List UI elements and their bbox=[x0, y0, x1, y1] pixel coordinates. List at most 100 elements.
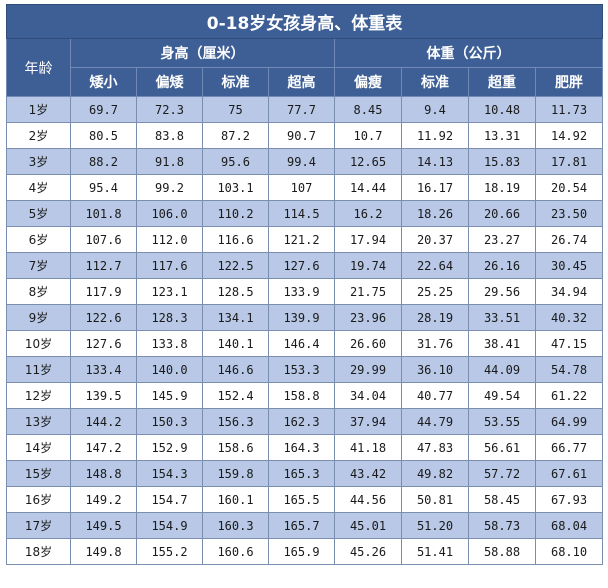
height-cell: 164.3 bbox=[268, 434, 335, 461]
height-cell: 165.3 bbox=[268, 460, 335, 487]
height-cell: 117.6 bbox=[136, 252, 203, 279]
age-cell: 14岁 bbox=[6, 434, 71, 461]
age-cell: 15岁 bbox=[6, 460, 71, 487]
age-cell: 10岁 bbox=[6, 330, 71, 357]
height-cell: 162.3 bbox=[268, 408, 335, 435]
height-cell: 149.2 bbox=[70, 486, 137, 513]
height-cell: 116.6 bbox=[202, 226, 269, 253]
weight-cell: 68.10 bbox=[534, 538, 604, 565]
height-cell: 72.3 bbox=[136, 96, 203, 123]
weight-cell: 18.19 bbox=[468, 174, 536, 201]
weight-cell: 9.4 bbox=[401, 96, 469, 123]
height-cell: 158.8 bbox=[268, 382, 335, 409]
height-cell: 114.5 bbox=[268, 200, 335, 227]
height-cell: 75 bbox=[202, 96, 269, 123]
weight-cell: 23.50 bbox=[534, 200, 604, 227]
weight-cell: 33.51 bbox=[468, 304, 536, 331]
table-row: 14岁 147.2 152.9 158.6 164.3 41.18 47.83 56.61 66… bbox=[6, 434, 604, 461]
weight-cell: 40.77 bbox=[401, 382, 469, 409]
height-weight-table: 0-18岁女孩身高、体重表 年龄 身高（厘米） 体重（公斤） 矮小 偏矮 标准 … bbox=[5, 4, 604, 565]
weight-cell: 23.27 bbox=[468, 226, 536, 253]
weight-cell: 19.74 bbox=[334, 252, 402, 279]
height-cell: 149.5 bbox=[70, 512, 137, 539]
height-cell: 112.7 bbox=[70, 252, 137, 279]
weight-cell: 58.88 bbox=[468, 538, 536, 565]
height-cell: 140.1 bbox=[202, 330, 269, 357]
age-cell: 3岁 bbox=[6, 148, 71, 175]
weight-cell: 49.82 bbox=[401, 460, 469, 487]
height-cell: 165.7 bbox=[268, 512, 335, 539]
height-cell: 154.7 bbox=[136, 486, 203, 513]
height-cell: 91.8 bbox=[136, 148, 203, 175]
weight-cell: 14.92 bbox=[534, 122, 604, 149]
weight-cell: 44.56 bbox=[334, 486, 402, 513]
weight-cell: 67.93 bbox=[534, 486, 604, 513]
height-cell: 134.1 bbox=[202, 304, 269, 331]
weight-cell: 25.25 bbox=[401, 278, 469, 305]
weight-cell: 38.41 bbox=[468, 330, 536, 357]
title-row: 0-18岁女孩身高、体重表 bbox=[5, 4, 604, 39]
height-cell: 147.2 bbox=[70, 434, 137, 461]
weight-cell: 10.7 bbox=[334, 122, 402, 149]
weight-col-header: 偏瘦 bbox=[334, 67, 402, 97]
height-cell: 154.9 bbox=[136, 512, 203, 539]
height-cell: 156.3 bbox=[202, 408, 269, 435]
column-header-row: 矮小 偏矮 标准 超高 偏瘦 标准 超重 肥胖 bbox=[7, 67, 604, 97]
height-cell: 127.6 bbox=[268, 252, 335, 279]
weight-cell: 23.96 bbox=[334, 304, 402, 331]
table-row: 16岁 149.2 154.7 160.1 165.5 44.56 50.81 58.45 67… bbox=[6, 486, 604, 513]
table-row: 6岁 107.6 112.0 116.6 121.2 17.94 20.37 23.27 26.… bbox=[6, 226, 604, 253]
height-col-header: 超高 bbox=[268, 67, 335, 97]
weight-cell: 14.44 bbox=[334, 174, 402, 201]
age-cell: 18岁 bbox=[6, 538, 71, 565]
weight-cell: 16.17 bbox=[401, 174, 469, 201]
weight-cell: 31.76 bbox=[401, 330, 469, 357]
weight-cell: 18.26 bbox=[401, 200, 469, 227]
height-cell: 152.4 bbox=[202, 382, 269, 409]
weight-cell: 45.01 bbox=[334, 512, 402, 539]
height-cell: 146.4 bbox=[268, 330, 335, 357]
height-cell: 121.2 bbox=[268, 226, 335, 253]
height-cell: 165.5 bbox=[268, 486, 335, 513]
weight-cell: 36.10 bbox=[401, 356, 469, 383]
height-cell: 103.1 bbox=[202, 174, 269, 201]
weight-cell: 34.04 bbox=[334, 382, 402, 409]
table-row: 13岁 144.2 150.3 156.3 162.3 37.94 44.79 53.55 64… bbox=[6, 408, 604, 435]
height-col-header: 偏矮 bbox=[136, 67, 203, 97]
age-cell: 4岁 bbox=[6, 174, 71, 201]
table-row: 4岁 95.4 99.2 103.1 107 14.44 16.17 18.19 20.54 bbox=[6, 174, 604, 201]
height-cell: 90.7 bbox=[268, 122, 335, 149]
weight-cell: 47.15 bbox=[534, 330, 604, 357]
age-cell: 13岁 bbox=[6, 408, 71, 435]
weight-cell: 44.09 bbox=[468, 356, 536, 383]
weight-cell: 67.61 bbox=[534, 460, 604, 487]
height-cell: 69.7 bbox=[70, 96, 137, 123]
age-cell: 2岁 bbox=[6, 122, 71, 149]
weight-cell: 64.99 bbox=[534, 408, 604, 435]
height-cell: 133.9 bbox=[268, 278, 335, 305]
weight-cell: 26.74 bbox=[534, 226, 604, 253]
weight-cell: 58.73 bbox=[468, 512, 536, 539]
weight-cell: 22.64 bbox=[401, 252, 469, 279]
weight-cell: 8.45 bbox=[334, 96, 402, 123]
height-cell: 95.6 bbox=[202, 148, 269, 175]
height-cell: 110.2 bbox=[202, 200, 269, 227]
height-cell: 139.5 bbox=[70, 382, 137, 409]
age-cell: 11岁 bbox=[6, 356, 71, 383]
table-row: 18岁 149.8 155.2 160.6 165.9 45.26 51.41 58.88 68… bbox=[6, 538, 604, 565]
height-cell: 101.8 bbox=[70, 200, 137, 227]
table-row: 17岁 149.5 154.9 160.3 165.7 45.01 51.20 58.73 68… bbox=[6, 512, 604, 539]
weight-cell: 29.56 bbox=[468, 278, 536, 305]
weight-cell: 40.32 bbox=[534, 304, 604, 331]
height-cell: 149.8 bbox=[70, 538, 137, 565]
weight-cell: 56.61 bbox=[468, 434, 536, 461]
weight-cell: 47.83 bbox=[401, 434, 469, 461]
age-cell: 6岁 bbox=[6, 226, 71, 253]
height-cell: 133.4 bbox=[70, 356, 137, 383]
height-cell: 87.2 bbox=[202, 122, 269, 149]
height-cell: 146.6 bbox=[202, 356, 269, 383]
weight-cell: 12.65 bbox=[334, 148, 402, 175]
age-cell: 8岁 bbox=[6, 278, 71, 305]
weight-cell: 14.13 bbox=[401, 148, 469, 175]
weight-cell: 20.37 bbox=[401, 226, 469, 253]
